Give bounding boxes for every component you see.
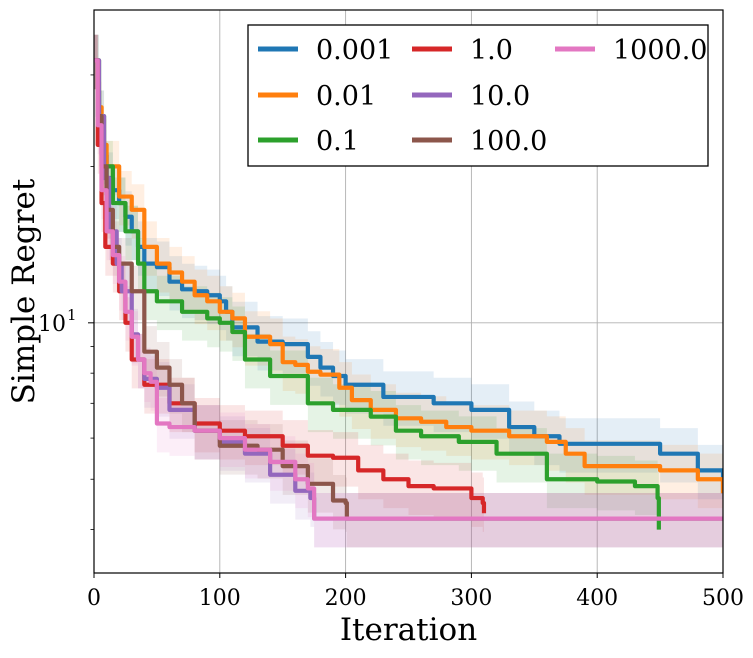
x-tick-label: 400	[576, 586, 618, 611]
legend-label: 1.0	[470, 35, 513, 66]
band-10.0	[94, 34, 723, 548]
x-tick-label: 500	[702, 586, 744, 611]
legend-label: 0.1	[316, 126, 359, 157]
legend-label: 0.01	[316, 81, 376, 112]
legend-label: 100.0	[470, 126, 547, 157]
band-0.01	[94, 34, 723, 523]
y-axis-label: Simple Regret	[6, 178, 42, 404]
x-tick-label: 300	[450, 586, 492, 611]
legend-label: 1000.0	[613, 35, 707, 66]
legend-label: 0.001	[316, 35, 393, 66]
confidence-bands	[94, 34, 723, 559]
x-tick-label: 100	[199, 586, 241, 611]
series-line-0.01	[94, 58, 723, 494]
band-1000.0	[94, 34, 723, 548]
legend-label: 10.0	[470, 81, 530, 112]
legend: 0.001 0.01 0.1 1.0 10.0 100.0 1000.0	[247, 24, 709, 167]
y-tick-label: 10	[38, 312, 66, 337]
band-0.001	[94, 34, 723, 523]
series-line-1000.0	[94, 58, 723, 521]
series-line-0.1	[94, 58, 661, 530]
series-lines	[94, 58, 723, 530]
plot-frame	[93, 9, 724, 574]
y-tick-exponent: 1	[67, 306, 77, 324]
legend-box	[247, 24, 709, 167]
band-1.0	[94, 34, 484, 543]
x-tick-label: 0	[87, 586, 101, 611]
axis-ticks: 0 100 200 300 400 500 10 1	[38, 74, 744, 611]
x-tick-label: 200	[325, 586, 367, 611]
band-100.0	[94, 34, 723, 548]
x-axis-label: Iteration	[340, 612, 477, 648]
